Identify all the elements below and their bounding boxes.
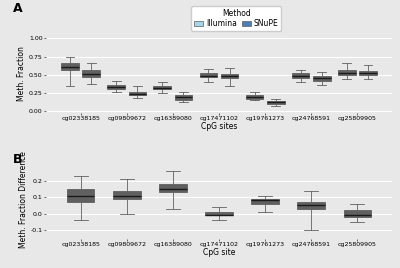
- PathPatch shape: [344, 210, 371, 217]
- X-axis label: CpG site: CpG site: [203, 248, 235, 257]
- Text: B: B: [13, 153, 23, 166]
- PathPatch shape: [61, 63, 79, 70]
- PathPatch shape: [359, 71, 377, 75]
- PathPatch shape: [67, 189, 94, 202]
- PathPatch shape: [267, 101, 284, 104]
- PathPatch shape: [338, 70, 356, 75]
- PathPatch shape: [128, 91, 146, 95]
- PathPatch shape: [113, 191, 140, 199]
- PathPatch shape: [154, 86, 171, 89]
- PathPatch shape: [205, 212, 233, 215]
- X-axis label: CpG sites: CpG sites: [201, 122, 237, 131]
- Legend: Illumina, SNuPE: Illumina, SNuPE: [191, 6, 281, 31]
- PathPatch shape: [246, 95, 263, 99]
- PathPatch shape: [298, 202, 325, 209]
- Y-axis label: Meth. Fraction: Meth. Fraction: [17, 46, 26, 101]
- Y-axis label: Meth. Fraction Difference: Meth. Fraction Difference: [19, 151, 28, 248]
- PathPatch shape: [251, 199, 279, 204]
- PathPatch shape: [313, 76, 331, 81]
- PathPatch shape: [221, 74, 238, 79]
- PathPatch shape: [159, 184, 187, 192]
- PathPatch shape: [292, 73, 310, 78]
- Text: A: A: [13, 2, 23, 15]
- PathPatch shape: [82, 70, 100, 77]
- PathPatch shape: [200, 73, 217, 77]
- PathPatch shape: [175, 95, 192, 99]
- PathPatch shape: [107, 85, 125, 89]
